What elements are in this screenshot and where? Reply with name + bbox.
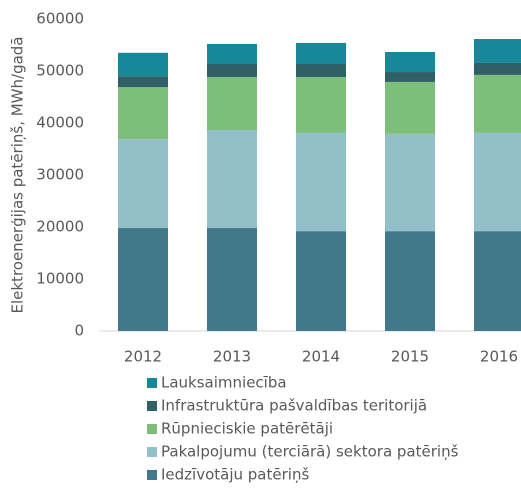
y-tick-label: 0 (74, 322, 84, 340)
legend-swatch (147, 401, 157, 411)
bar-segment (118, 228, 168, 331)
bar-segment (118, 139, 168, 229)
bar-segment (296, 132, 346, 232)
bar-segment (207, 228, 257, 331)
bar-segment (474, 132, 521, 232)
bar-segment (474, 231, 521, 331)
bar-segment (207, 43, 257, 64)
bar-segment (118, 87, 168, 140)
bar-segment (385, 52, 435, 73)
legend-label: Iedzīvotāju patēriņš (161, 466, 309, 484)
legend-label: Rūpnieciskie patērētāji (161, 420, 333, 438)
bar-segment (385, 231, 435, 331)
y-tick-label: 40000 (36, 114, 84, 132)
legend-swatch (147, 447, 157, 457)
legend-swatch (147, 378, 157, 388)
bar-segment (474, 62, 521, 75)
bar-segment (385, 133, 435, 232)
bar-segment (207, 76, 257, 131)
y-tick-label: 10000 (36, 270, 84, 288)
bar-segment (385, 72, 435, 82)
legend-swatch (147, 424, 157, 434)
y-axis-label: Elektroenerģijas patēriņš, MWh/gadā (9, 37, 27, 314)
x-tick-label: 2013 (213, 348, 251, 366)
bar-segment (207, 63, 257, 77)
bar-segment (296, 76, 346, 133)
x-tick-label: 2016 (480, 348, 518, 366)
legend-label: Infrastruktūra pašvaldības teritorijā (161, 397, 427, 415)
bar-segment (296, 42, 346, 64)
bar-segment (296, 231, 346, 331)
bar-segment (474, 74, 521, 133)
y-tick-label: 30000 (36, 166, 84, 184)
bar-segment (118, 76, 168, 88)
x-tick-label: 2014 (302, 348, 340, 366)
x-tick-label: 2015 (391, 348, 429, 366)
y-tick-label: 20000 (36, 218, 84, 236)
bar-segment (385, 81, 435, 134)
bar-segment (296, 63, 346, 77)
legend-label: Lauksaimniecība (161, 374, 287, 392)
bar-segment (207, 130, 257, 229)
x-tick-label: 2012 (124, 348, 162, 366)
legend-swatch (147, 470, 157, 480)
bar-segment (118, 52, 168, 77)
y-tick-label: 60000 (36, 10, 84, 28)
bar-segment (474, 39, 521, 63)
legend-label: Pakalpojumu (terciārā) sektora patēriņš (161, 443, 459, 461)
y-tick-label: 50000 (36, 62, 84, 80)
